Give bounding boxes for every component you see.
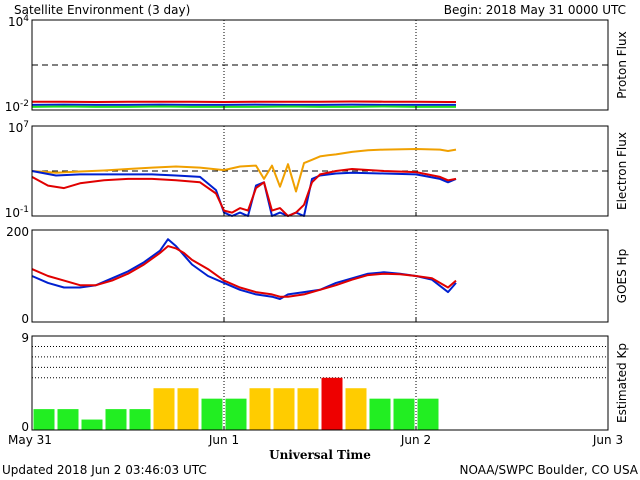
kp-bar bbox=[33, 409, 55, 430]
series-red bbox=[31, 168, 457, 217]
series-red bbox=[31, 245, 457, 298]
x-tick-label: May 31 bbox=[8, 433, 52, 447]
panel-frame bbox=[31, 229, 609, 323]
panel-frame bbox=[31, 125, 609, 217]
y-tick-label: 104 bbox=[8, 14, 29, 29]
kp-bar bbox=[129, 409, 151, 430]
kp-bar bbox=[105, 409, 127, 430]
kp-bar bbox=[201, 398, 223, 430]
panel-estimated-kp: 9 0 Estimated Kp bbox=[21, 331, 629, 434]
kp-bar bbox=[57, 409, 79, 430]
kp-bar bbox=[297, 388, 319, 430]
y-tick-label: 10-2 bbox=[5, 99, 29, 114]
panel-proton-flux: 104 10-2 Proton Flux bbox=[5, 14, 629, 114]
y-tick-label: 9 bbox=[21, 331, 29, 345]
kp-bar bbox=[393, 398, 415, 430]
x-tick-label: Jun 2 bbox=[400, 433, 431, 447]
series-orange bbox=[31, 148, 457, 193]
y-tick-label: 200 bbox=[6, 225, 29, 239]
series-blue bbox=[31, 238, 457, 300]
kp-bar bbox=[153, 388, 175, 430]
kp-bar bbox=[345, 388, 367, 430]
kp-bar bbox=[369, 398, 391, 430]
y-tick-label: 0 bbox=[21, 420, 29, 434]
x-tick-label: Jun 1 bbox=[208, 433, 239, 447]
kp-bar bbox=[81, 419, 103, 430]
kp-bar bbox=[273, 388, 295, 430]
kp-bar bbox=[321, 377, 343, 430]
kp-bar bbox=[249, 388, 271, 430]
kp-bar bbox=[225, 398, 247, 430]
panel-frame bbox=[31, 335, 609, 431]
panel-frame bbox=[31, 19, 609, 111]
y-tick-label: 10-1 bbox=[5, 205, 29, 220]
kp-bar bbox=[177, 388, 199, 430]
y-axis-label: GOES Hp bbox=[615, 249, 629, 303]
y-axis-label: Proton Flux bbox=[615, 31, 629, 98]
y-axis-label: Estimated Kp bbox=[615, 343, 629, 423]
y-axis-label: Electron Flux bbox=[615, 132, 629, 210]
kp-bar bbox=[417, 398, 439, 430]
credit: NOAA/SWPC Boulder, CO USA bbox=[460, 463, 639, 477]
updated-time: Updated 2018 Jun 2 03:46:03 UTC bbox=[2, 463, 207, 477]
xaxis-title: Universal Time bbox=[269, 448, 371, 462]
panel-electron-flux: 107 10-1 Electron Flux bbox=[5, 120, 629, 220]
x-tick-label: Jun 3 bbox=[592, 433, 623, 447]
panel-goes-hp: 200 0 GOES Hp bbox=[6, 225, 629, 326]
series-red bbox=[31, 100, 456, 103]
y-tick-label: 0 bbox=[21, 312, 29, 326]
chart-title: Satellite Environment (3 day) bbox=[14, 3, 190, 17]
begin-time: Begin: 2018 May 31 0000 UTC bbox=[444, 3, 626, 17]
y-tick-label: 107 bbox=[8, 120, 29, 135]
